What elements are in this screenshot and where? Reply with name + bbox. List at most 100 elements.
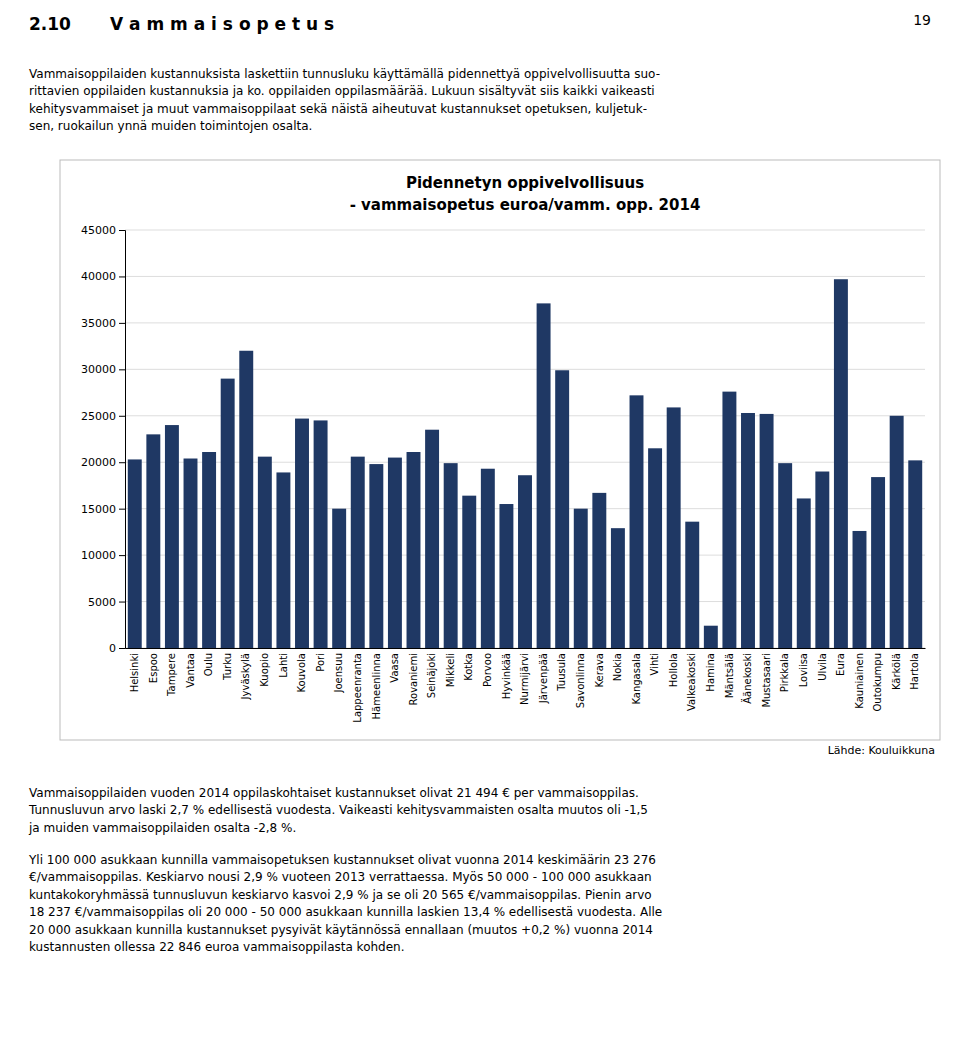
x-tick-label: Pori <box>315 653 326 672</box>
x-tick: Mustasaari <box>761 653 772 708</box>
x-tick-label: Valkeakoski <box>686 653 697 711</box>
x-tick-label: Turku <box>222 653 233 681</box>
x-tick: Mikkeli <box>445 653 456 687</box>
x-tick: Hollola <box>668 653 679 687</box>
bar <box>184 459 198 648</box>
x-tick-label: Vantaa <box>185 653 196 688</box>
bar <box>853 531 867 648</box>
x-tick: Kerava <box>594 653 605 688</box>
chart: Pidennetyn oppivelvollisuus- vammaisopet… <box>0 158 960 770</box>
y-tick: 15000 <box>81 503 125 516</box>
bar <box>499 504 513 648</box>
x-tick: Vantaa <box>185 653 196 688</box>
x-tick: Loviisa <box>798 653 809 687</box>
y-tick: 40000 <box>81 270 125 283</box>
intro-text: Vammaisoppilaiden kustannuksista laskett… <box>29 66 660 136</box>
x-tick: Joensuu <box>333 653 344 693</box>
bar <box>797 498 811 648</box>
x-tick-label: Mikkeli <box>445 653 456 687</box>
y-tick-mark <box>119 276 125 277</box>
x-tick: Tuusula <box>556 653 567 692</box>
x-tick-label: Kerava <box>594 653 605 688</box>
x-tick-label: Hartola <box>909 653 920 690</box>
y-tick: 45000 <box>81 224 125 237</box>
y-tick: 20000 <box>81 456 125 469</box>
grid <box>125 230 925 648</box>
x-tick: Tampere <box>166 653 177 697</box>
x-tick-label: Rovaniemi <box>408 653 419 705</box>
x-tick-label: Lahti <box>278 653 289 678</box>
bar <box>722 392 736 648</box>
x-tick: Kuopio <box>259 653 270 687</box>
x-tick-label: Tuusula <box>556 653 567 692</box>
x-tick-label: Hämeenlinna <box>371 653 382 719</box>
x-tick: Lappeenranta <box>352 653 363 723</box>
x-tick-label: Tampere <box>166 653 177 697</box>
x-tick: Kangasala <box>631 653 642 705</box>
x-tick: Pirkkala <box>779 653 790 692</box>
bar <box>760 414 774 648</box>
footer-text: Yli 100 000 asukkaan kunnilla vammaisope… <box>29 852 662 956</box>
bar <box>481 469 495 648</box>
x-tick-label: Mustasaari <box>761 653 772 708</box>
bar <box>314 420 328 648</box>
bar <box>462 496 476 648</box>
bar <box>128 459 142 648</box>
footer-text: Vammaisoppilaiden vuoden 2014 oppilaskoh… <box>29 785 648 837</box>
x-tick-label: Loviisa <box>798 653 809 687</box>
bar <box>778 463 792 648</box>
page-number: 19 <box>913 12 931 28</box>
y-tick: 30000 <box>81 363 125 376</box>
y-tick-label: 15000 <box>81 503 116 516</box>
bar <box>425 430 439 648</box>
x-tick: Espoo <box>148 653 159 683</box>
x-tick: Vaasa <box>389 653 400 683</box>
bar <box>407 452 421 648</box>
x-tick: Porvoo <box>482 653 493 687</box>
x-tick-label: Mäntsälä <box>724 653 735 698</box>
x-tick-label: Pirkkala <box>779 653 790 692</box>
y-axis-line <box>119 231 126 649</box>
grid-line <box>125 322 925 323</box>
x-tick: Kauniainen <box>854 653 865 709</box>
bar <box>369 464 383 648</box>
bar <box>648 448 662 648</box>
x-tick: Outokumpu <box>872 653 883 712</box>
x-tick-label: Joensuu <box>333 653 344 693</box>
bar <box>555 370 569 648</box>
chart-frame <box>60 160 940 740</box>
y-tick: 35000 <box>81 317 125 330</box>
x-tick-label: Kotka <box>463 653 474 681</box>
bar <box>685 522 699 648</box>
y-tick-mark <box>119 648 125 649</box>
y-tick: 10000 <box>81 549 125 562</box>
x-tick-label: Outokumpu <box>872 653 883 712</box>
x-tick: Lahti <box>278 653 289 678</box>
grid-line <box>125 230 925 231</box>
x-tick: Pori <box>315 653 326 672</box>
source-text: Lähde: Kouluikkuna <box>828 744 935 757</box>
bar <box>908 460 922 648</box>
y-tick-mark <box>119 462 125 463</box>
x-tick: Hamina <box>705 653 716 692</box>
y-tick-label: 0 <box>109 642 116 655</box>
x-tick: Äänekoski <box>741 653 753 704</box>
bars <box>128 279 922 648</box>
y-tick-mark <box>119 369 125 370</box>
x-tick-label: Kärkölä <box>891 653 902 690</box>
y-tick-label: 40000 <box>81 270 116 283</box>
x-tick: Järvenpää <box>538 653 549 704</box>
bar <box>871 477 885 648</box>
x-tick: Mäntsälä <box>724 653 735 698</box>
y-tick: 5000 <box>88 596 125 609</box>
y-tick-label: 35000 <box>81 317 116 330</box>
bar <box>165 425 179 648</box>
x-tick-label: Nokia <box>612 653 623 681</box>
bar <box>611 528 625 648</box>
y-tick-mark <box>119 602 125 603</box>
x-axis: HelsinkiEspooTampereVantaaOuluTurkuJyväs… <box>126 649 926 723</box>
x-tick-label: Oulu <box>203 653 214 676</box>
bar <box>630 395 644 648</box>
x-tick-label: Eura <box>835 653 846 676</box>
y-tick-label: 30000 <box>81 363 116 376</box>
